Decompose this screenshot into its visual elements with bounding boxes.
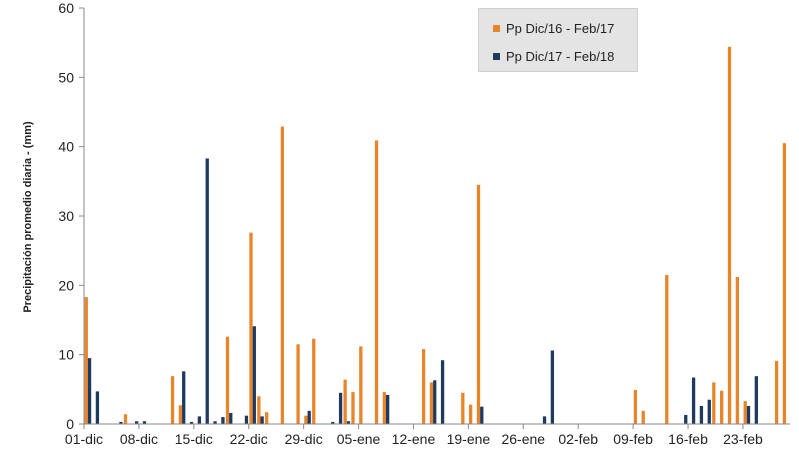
bar-series-2: [213, 421, 217, 424]
bar-series-2: [338, 392, 343, 424]
bar-series-2: [550, 350, 555, 424]
bar-series-2: [746, 405, 751, 424]
bar-series-2: [386, 394, 390, 424]
bar-series-2: [331, 421, 335, 424]
y-tick-label: 40: [58, 139, 74, 155]
legend-label-series-2: Pp Dic/17 - Feb/18: [506, 49, 615, 64]
bar-series-1: [359, 346, 363, 424]
bar-series-1: [641, 410, 645, 424]
bar-series-1: [84, 297, 88, 424]
y-axis-ticks: 0 10 20 30 40 50 60: [58, 0, 84, 432]
bar-series-1: [249, 232, 253, 424]
y-axis-label: Precipitación promedio diaria - (mm): [22, 121, 34, 313]
bar-series-1: [374, 140, 379, 424]
y-tick-label: 60: [58, 0, 74, 16]
bar-series-2: [95, 391, 100, 424]
x-tick-label: 05-ene: [337, 431, 381, 447]
x-tick-label: 15-dic: [175, 431, 213, 447]
bar-series-1: [257, 396, 261, 424]
bar-series-2: [189, 421, 194, 424]
bar-series-1: [469, 404, 473, 424]
bar-series-1: [429, 382, 434, 424]
y-tick-label: 30: [58, 208, 74, 224]
legend-swatch-series-1: [493, 25, 500, 32]
bar-series-1: [774, 360, 779, 424]
x-tick-label: 08-dic: [120, 431, 158, 447]
bar-series-1: [351, 392, 355, 424]
x-tick-label: 23-feb: [723, 431, 763, 447]
axes-layer: [83, 8, 790, 425]
bar-series-1: [296, 344, 300, 424]
bar-series-1: [304, 415, 308, 424]
bar-series-2: [440, 360, 445, 424]
x-tick-label: 02-feb: [558, 431, 598, 447]
x-tick-label: 29-dic: [285, 431, 323, 447]
bar-series-1: [312, 338, 316, 424]
bar-series-2: [142, 421, 147, 424]
bar-series-1: [633, 390, 638, 424]
bar-series-1: [280, 126, 285, 424]
bar-series-1: [735, 277, 740, 424]
bar-series-2: [182, 371, 186, 424]
y-axis-label-group: Precipitación promedio diaria - (mm): [22, 121, 34, 313]
bar-series-2: [707, 399, 711, 424]
legend-swatch-series-2: [493, 53, 500, 60]
x-tick-label: 01-dic: [65, 431, 103, 447]
bar-series-2: [205, 158, 209, 424]
bar-series-1: [476, 184, 481, 424]
y-tick-label: 0: [66, 416, 74, 432]
bar-series-2: [480, 406, 484, 424]
bar-series-1: [665, 274, 669, 424]
y-tick-label: 10: [58, 347, 74, 363]
bar-series-2: [229, 412, 233, 424]
bar-series-2: [754, 376, 758, 424]
bar-series-2: [433, 380, 437, 424]
legend-item-series-2: Pp Dic/17 - Feb/18: [493, 49, 614, 64]
x-tick-label: 12-ene: [392, 431, 436, 447]
bar-series-2: [119, 421, 123, 424]
bar-series-2: [307, 410, 311, 424]
bar-series-2: [87, 358, 92, 424]
x-tick-label: 22-dic: [230, 431, 268, 447]
bar-series-2: [699, 405, 704, 424]
bar-series-1: [123, 414, 128, 424]
bar-series-1: [712, 382, 716, 424]
bar-series-2: [260, 416, 264, 424]
bar-series-1: [461, 392, 465, 424]
legend-item-series-1: Pp Dic/16 - Feb/17: [493, 21, 614, 36]
x-tick-label: 16-feb: [668, 431, 708, 447]
bar-series-1: [727, 46, 732, 424]
x-tick-label: 09-feb: [613, 431, 653, 447]
x-tick-label: 26-ene: [501, 431, 545, 447]
bar-series-1: [178, 405, 183, 424]
y-tick-label: 20: [58, 277, 74, 293]
bar-series-1: [382, 392, 387, 424]
bar-series-1: [720, 390, 724, 424]
x-tick-label: 19-ene: [447, 431, 491, 447]
bar-series-1: [782, 143, 787, 424]
bar-series-1: [743, 401, 747, 424]
bar-series-2: [197, 416, 202, 424]
bars-layer: [84, 46, 787, 424]
bar-series-1: [265, 412, 269, 424]
bar-series-2: [134, 421, 139, 424]
bar-series-2: [691, 377, 696, 424]
chart-legend: Pp Dic/16 - Feb/17 Pp Dic/17 - Feb/18: [478, 8, 638, 72]
bar-series-1: [170, 376, 175, 424]
bar-series-2: [252, 326, 256, 424]
bar-series-2: [542, 416, 547, 424]
bar-series-2: [346, 421, 351, 424]
bar-series-1: [421, 349, 426, 424]
legend-label-series-1: Pp Dic/16 - Feb/17: [506, 21, 615, 36]
x-axis-ticks: 01-dic 08-dic 15-dic 22-dic 29-dic 05-ene 12-e…: [65, 424, 763, 447]
bar-series-2: [244, 415, 249, 424]
bar-series-1: [225, 336, 230, 424]
bar-series-2: [684, 414, 688, 424]
y-tick-label: 50: [58, 69, 74, 85]
bar-series-1: [343, 379, 347, 424]
bar-series-2: [221, 417, 225, 424]
